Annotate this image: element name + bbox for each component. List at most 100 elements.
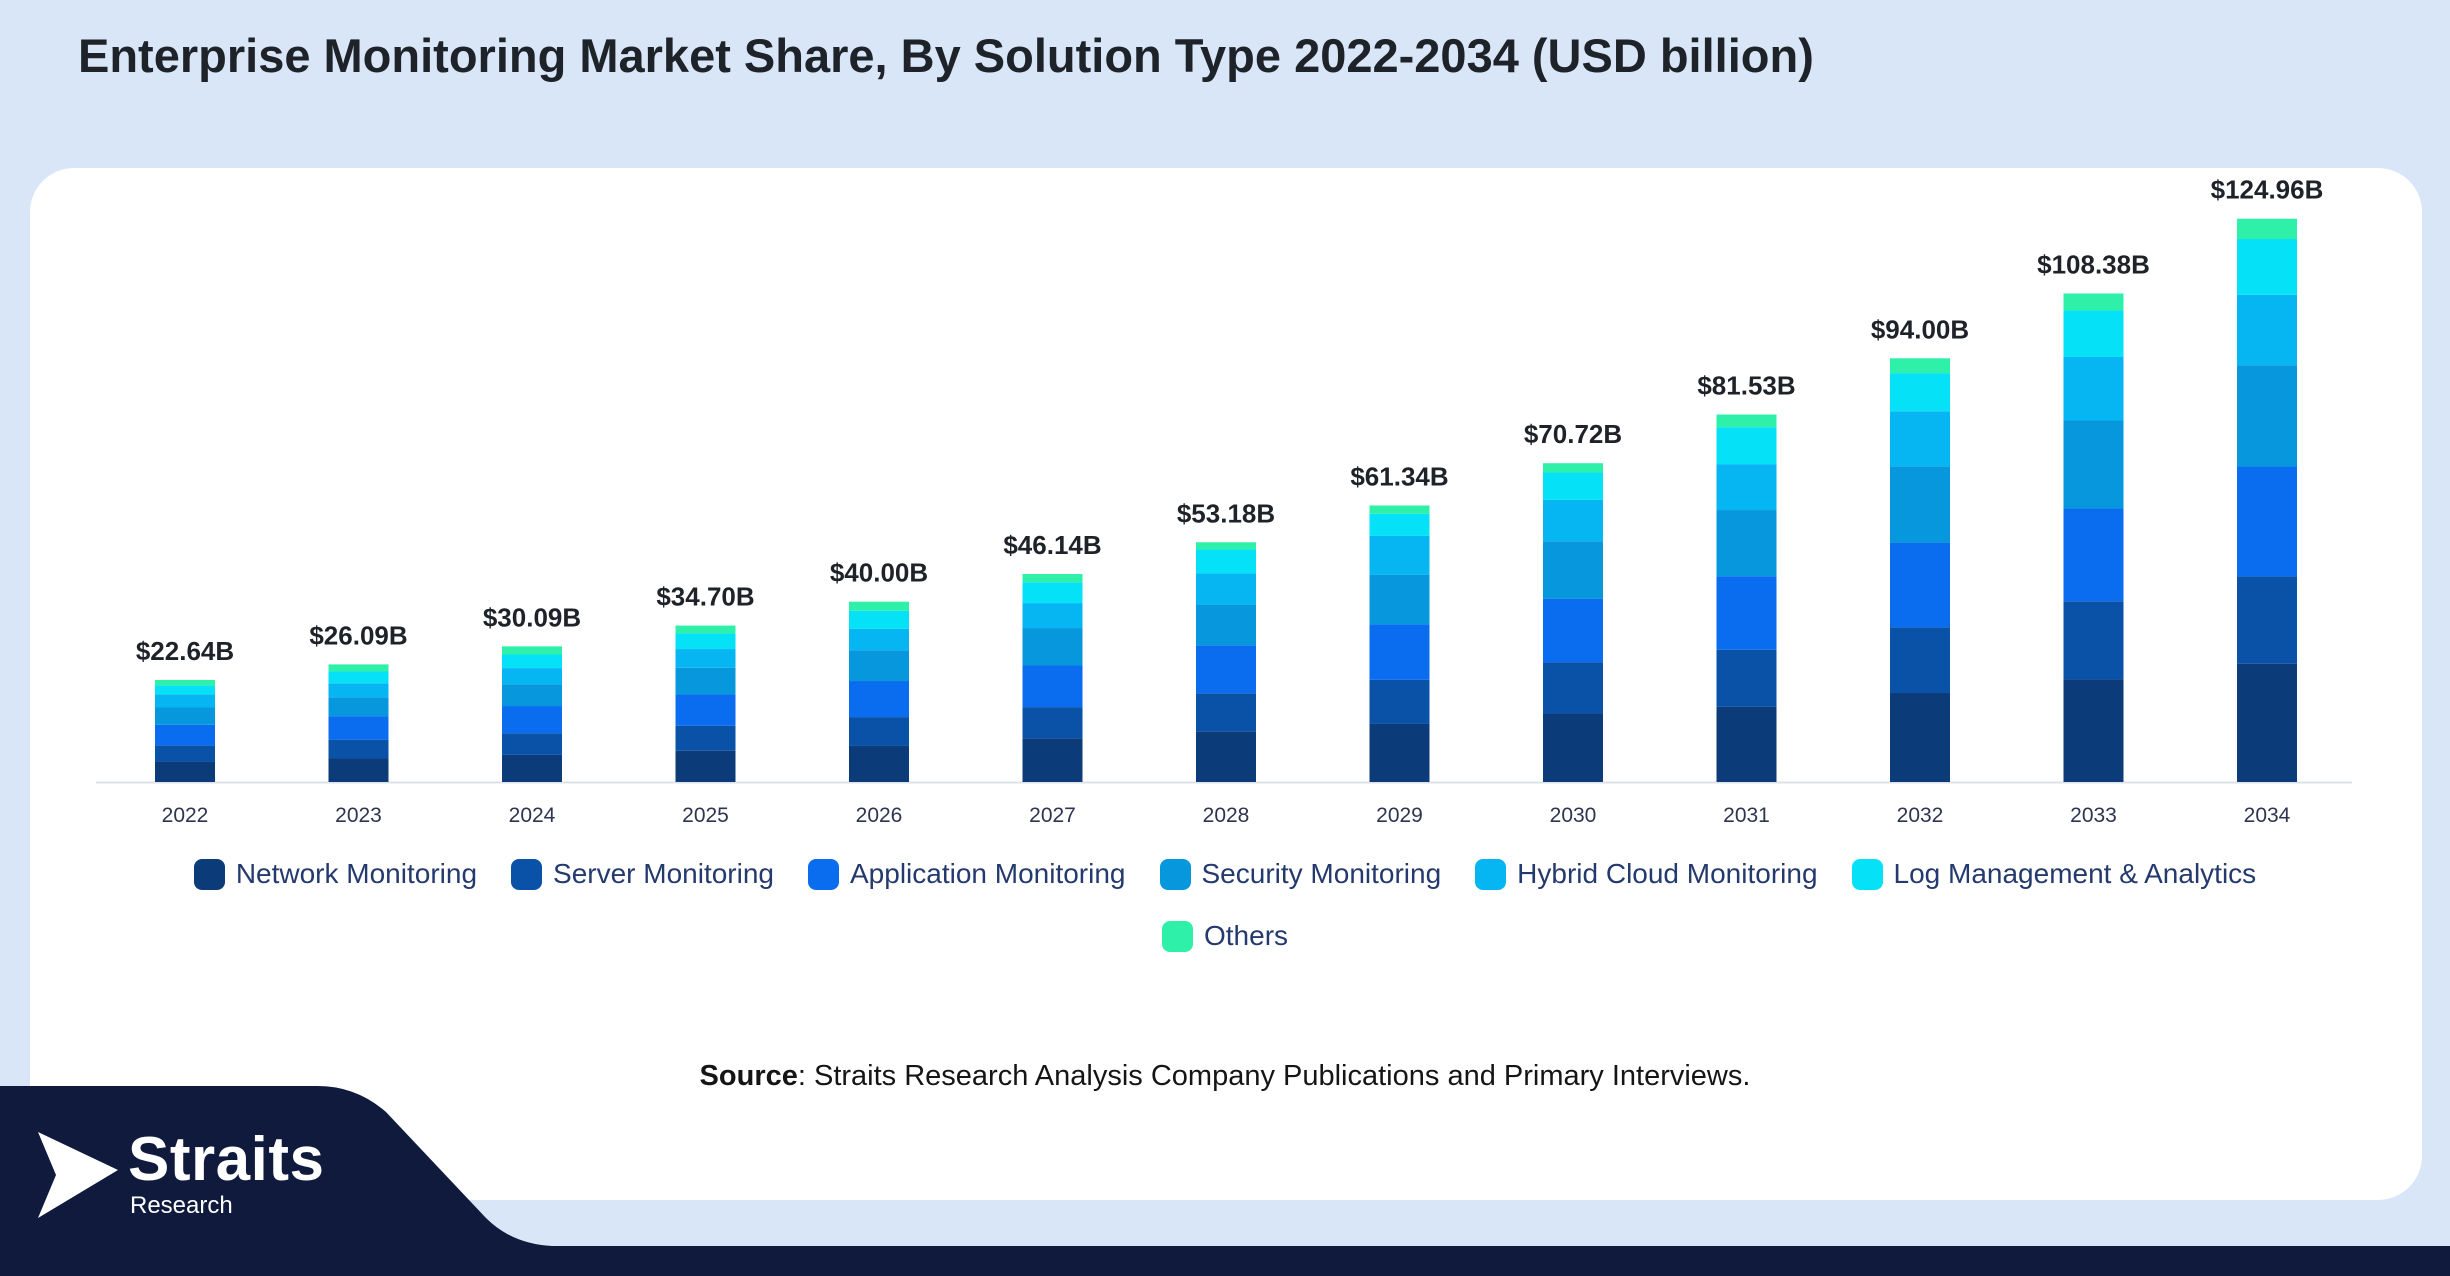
source-text: : Straits Research Analysis Company Publ…	[797, 1060, 1751, 1092]
bar-segment-2033-s0	[2063, 679, 2124, 782]
bar-segment-2027-s5	[1022, 582, 1083, 604]
bar-segment-2026-s6	[849, 601, 909, 611]
bar-segment-2033-s2	[2063, 508, 2124, 602]
bar-segment-2027-s2	[1022, 665, 1083, 708]
bar-segment-2029-s4	[1369, 535, 1430, 575]
bar-segment-2029-s0	[1369, 723, 1430, 782]
bar-segment-2026-s4	[849, 628, 909, 651]
bar-segment-2030-s2	[1543, 598, 1603, 663]
bar-segment-2032-s5	[1890, 373, 1950, 412]
legend-label: Network Monitoring	[235, 858, 478, 889]
total-label-2026: $40.00B	[830, 558, 928, 588]
bar-segment-2025-s3	[675, 667, 736, 695]
x-tick-2034: 2034	[2244, 804, 2291, 827]
legend-item-0[interactable]: Network Monitoring	[193, 858, 478, 890]
x-tick-2033: 2033	[2070, 804, 2117, 827]
bar-segment-2025-s4	[675, 649, 736, 668]
x-tick-2023: 2023	[335, 804, 382, 827]
bar-segment-2024-s5	[502, 654, 562, 669]
bar-segment-2030-s0	[1543, 713, 1603, 782]
total-label-2033: $108.38B	[2037, 249, 2150, 279]
bar-segment-2032-s6	[1890, 358, 1950, 374]
bar-segment-2025-s2	[675, 694, 736, 726]
bar-segment-2032-s2	[1890, 542, 1950, 628]
bar-segment-2028-s1	[1196, 693, 1256, 732]
bar-segment-2026-s5	[849, 610, 909, 629]
x-tick-2032: 2032	[1897, 804, 1944, 827]
bar-segment-2032-s4	[1890, 411, 1950, 467]
bar-segment-2023-s4	[328, 683, 389, 698]
legend-label: Log Management & Analytics	[1893, 858, 2257, 889]
bar-segment-2029-s5	[1369, 513, 1430, 536]
bar-segment-2028-s6	[1196, 542, 1256, 550]
legend-item-4[interactable]: Hybrid Cloud Monitoring	[1475, 858, 1818, 890]
bar-segment-2027-s6	[1022, 574, 1083, 583]
legend-label: Server Monitoring	[553, 858, 774, 889]
brand-name: Straits	[128, 1125, 325, 1194]
legend-item-1[interactable]: Server Monitoring	[511, 858, 774, 890]
bar-segment-2024-s2	[502, 706, 562, 734]
total-label-2023: $26.09B	[309, 620, 407, 650]
total-label-2027: $46.14B	[1003, 530, 1101, 560]
bar-segment-2024-s4	[502, 668, 562, 685]
bar-segment-2024-s3	[502, 684, 562, 707]
bar-segment-2034-s2	[2237, 466, 2297, 577]
legend-label: Application Monitoring	[850, 858, 1126, 889]
bar-segment-2023-s6	[328, 664, 389, 672]
bar-segment-2033-s6	[2063, 293, 2124, 311]
bar-segment-2028-s3	[1196, 604, 1256, 646]
bar-segment-2022-s0	[155, 761, 215, 782]
bar-segment-2023-s0	[328, 758, 389, 782]
bar-segment-2031-s3	[1716, 510, 1777, 577]
legend-swatch	[1475, 858, 1507, 890]
bar-segment-2025-s6	[675, 625, 736, 634]
legend-item-2[interactable]: Application Monitoring	[808, 858, 1126, 890]
total-label-2031: $81.53B	[1697, 370, 1795, 400]
bar-segment-2031-s2	[1716, 576, 1777, 650]
legend-item-6[interactable]: Others	[1161, 920, 1288, 952]
bar-segment-2027-s0	[1022, 738, 1083, 782]
bar-segment-2034-s4	[2237, 294, 2297, 366]
bar-segment-2029-s3	[1369, 574, 1430, 625]
bar-segment-2022-s4	[155, 694, 215, 708]
bar-segment-2028-s4	[1196, 573, 1256, 605]
bar-segment-2025-s5	[675, 633, 736, 650]
x-tick-2027: 2027	[1029, 804, 1076, 827]
legend-label: Security Monitoring	[1201, 858, 1442, 889]
bar-segment-2032-s1	[1890, 627, 1950, 694]
bar-segment-2034-s5	[2237, 239, 2297, 295]
page-title: Enterprise Monitoring Market Share, By S…	[78, 29, 1814, 82]
total-label-2025: $34.70B	[656, 582, 754, 612]
legend-item-5[interactable]: Log Management & Analytics	[1851, 858, 2257, 890]
total-label-2030: $70.72B	[1524, 419, 1622, 449]
bar-segment-2026-s3	[849, 650, 909, 682]
bar-segment-2032-s3	[1890, 466, 1950, 543]
legend-swatch	[808, 858, 839, 890]
bar-segment-2022-s6	[155, 679, 215, 686]
legend-item-3[interactable]: Security Monitoring	[1159, 858, 1442, 890]
bar-segment-2028-s5	[1196, 549, 1256, 574]
bar-segment-2029-s2	[1369, 624, 1430, 680]
bar-segment-2022-s2	[155, 724, 215, 746]
source-note: Source: Straits Research Analysis Compan…	[0, 1060, 2450, 1093]
x-tick-2022: 2022	[162, 804, 209, 827]
chart-legend: Network Monitoring Server Monitoring Appli…	[150, 858, 2300, 952]
bar-segment-2023-s2	[328, 716, 389, 740]
x-tick-2025: 2025	[682, 804, 729, 827]
bar-segment-2030-s5	[1543, 472, 1603, 500]
bar-segment-2034-s6	[2237, 218, 2297, 240]
bar-segment-2034-s3	[2237, 365, 2297, 467]
bar-segment-2031-s6	[1716, 414, 1777, 428]
bar-segment-2031-s5	[1716, 427, 1777, 465]
bar-segment-2030-s6	[1543, 463, 1603, 473]
bar-segment-2032-s0	[1890, 693, 1950, 782]
bar-segment-2033-s3	[2063, 420, 2124, 509]
straits-logo-icon	[38, 1132, 118, 1218]
bar-segment-2031-s0	[1716, 706, 1777, 782]
brand-sub: Research	[130, 1192, 233, 1219]
bar-segment-2030-s1	[1543, 662, 1603, 714]
bar-segment-2023-s3	[328, 697, 389, 717]
bar-segment-2033-s1	[2063, 601, 2124, 680]
bar-segment-2028-s0	[1196, 731, 1256, 782]
legend-swatch	[1159, 858, 1191, 890]
